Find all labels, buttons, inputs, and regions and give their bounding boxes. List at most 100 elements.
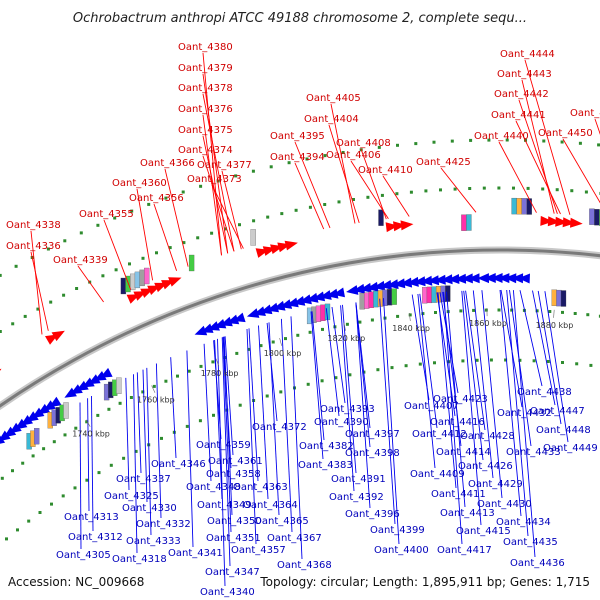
- guide-dot: [97, 471, 101, 475]
- guide-dot: [459, 309, 463, 313]
- forward-gene-arrow: [168, 277, 182, 287]
- reverse-gene-arrow: [447, 274, 460, 284]
- reverse-gene-arrow: [194, 325, 208, 336]
- guide-dot: [251, 169, 255, 173]
- guide-dot: [63, 433, 67, 437]
- feature-block: [461, 214, 467, 231]
- feature-block: [34, 428, 40, 445]
- guide-dot: [560, 140, 564, 144]
- forward-leader-line: [498, 141, 537, 213]
- guide-dot: [11, 322, 15, 326]
- reverse-leader-line: [223, 336, 233, 516]
- guide-dot: [395, 192, 399, 196]
- axis-tick-label: 1860 kbp: [469, 319, 507, 328]
- forward-gene-arrow: [393, 221, 406, 232]
- axis-tick-label: 1880 kbp: [536, 321, 574, 330]
- reverse-gene-label: Oant_4433: [506, 447, 561, 458]
- feature-block: [426, 286, 433, 304]
- guide-dot: [74, 426, 78, 430]
- genome-summary-text: Topology: circular; Length: 1,895,911 bp…: [259, 575, 590, 589]
- reverse-leader-line: [290, 316, 303, 560]
- genome-arc-layer: [0, 138, 600, 541]
- guide-dot: [16, 528, 19, 532]
- reverse-gene-arrow: [88, 374, 101, 385]
- forward-leader-line: [164, 168, 189, 267]
- reverse-gene-label: Oant_4411: [431, 489, 486, 500]
- reverse-leader-line: [443, 291, 463, 545]
- reverse-gene-label: Oant_4438: [517, 387, 572, 398]
- guide-dot: [141, 390, 145, 394]
- guide-dot: [586, 313, 590, 317]
- reverse-gene-arrow: [393, 278, 406, 289]
- reverse-leader-line: [446, 291, 466, 508]
- forward-gene-label: Oant_4443: [497, 69, 552, 80]
- axis-tick: 1760 kbp: [137, 385, 175, 405]
- forward-leader-line: [350, 160, 389, 220]
- guide-dot: [541, 187, 545, 191]
- guide-dot: [238, 403, 242, 407]
- reverse-gene-arrow: [326, 288, 339, 299]
- reverse-leader-line: [340, 305, 355, 492]
- guide-dot: [73, 486, 77, 490]
- reverse-leader-line: [311, 311, 325, 441]
- reverse-gene-arrow: [440, 274, 453, 285]
- guide-dot: [38, 511, 42, 514]
- guide-dot: [225, 408, 229, 412]
- reverse-gene-label: Oant_4400: [374, 545, 429, 556]
- reverse-leader-line: [87, 398, 90, 512]
- guide-dot: [129, 396, 133, 399]
- guide-dot: [323, 203, 327, 206]
- guide-dot: [584, 190, 588, 194]
- guide-dot: [434, 311, 437, 314]
- reverse-gene-label: Oant_4325: [104, 491, 159, 502]
- guide-dot: [510, 308, 514, 312]
- forward-gene-label: Oant_4406: [326, 150, 381, 161]
- reverse-gene-arrow: [43, 400, 56, 411]
- reverse-gene-label: Oant_4430: [477, 499, 532, 510]
- reverse-leader-line: [203, 343, 212, 482]
- feature-block: [556, 289, 562, 307]
- guide-dot: [247, 347, 251, 351]
- reverse-leader-line: [79, 402, 82, 550]
- reverse-gene-arrow: [94, 371, 107, 381]
- reverse-gene-label: Oant_4359: [196, 440, 251, 451]
- feature-block: [364, 292, 370, 309]
- reverse-gene-arrow: [454, 273, 467, 284]
- guide-dot: [334, 376, 338, 380]
- reverse-gene-arrow: [477, 273, 489, 284]
- guide-dot: [489, 358, 493, 362]
- guide-dot: [424, 189, 428, 193]
- forward-gene-label: Oant_4405: [306, 93, 361, 104]
- reverse-gene-label: Oant_4412: [412, 429, 467, 440]
- reverse-gene-arrow: [220, 316, 233, 327]
- reverse-gene-label: Oant_4332: [136, 519, 191, 530]
- reverse-gene-arrow: [207, 321, 220, 331]
- feature-block: [373, 290, 379, 308]
- reverse-gene-arrow: [379, 280, 392, 290]
- guide-dot: [101, 274, 105, 278]
- axis-tick: 1780 kbp: [201, 358, 239, 378]
- guide-dot: [27, 519, 31, 523]
- forward-leader-line: [521, 79, 555, 214]
- reverse-gene-arrow: [259, 304, 273, 315]
- reverse-gene-arrow: [373, 280, 386, 291]
- forward-gene-label: Oant_4379: [178, 63, 233, 74]
- reverse-leader-line: [509, 290, 532, 447]
- guide-dot: [23, 314, 27, 318]
- forward-leader-line: [30, 251, 49, 331]
- reverse-leader-line: [519, 290, 543, 387]
- feature-block: [116, 377, 122, 394]
- forward-leader-line: [382, 175, 410, 217]
- feature-block: [445, 285, 451, 302]
- feature-block: [594, 209, 600, 226]
- guide-dot: [182, 241, 186, 245]
- guide-dot: [497, 308, 501, 312]
- guide-dot: [52, 440, 56, 444]
- guide-dot: [160, 436, 163, 440]
- feature-block: [134, 271, 141, 289]
- guide-dot: [196, 236, 200, 240]
- guide-dot: [0, 273, 2, 277]
- forward-leader-line: [77, 265, 104, 303]
- reverse-gene-label: Oant_4346: [151, 459, 206, 470]
- reverse-leader-line: [170, 357, 177, 459]
